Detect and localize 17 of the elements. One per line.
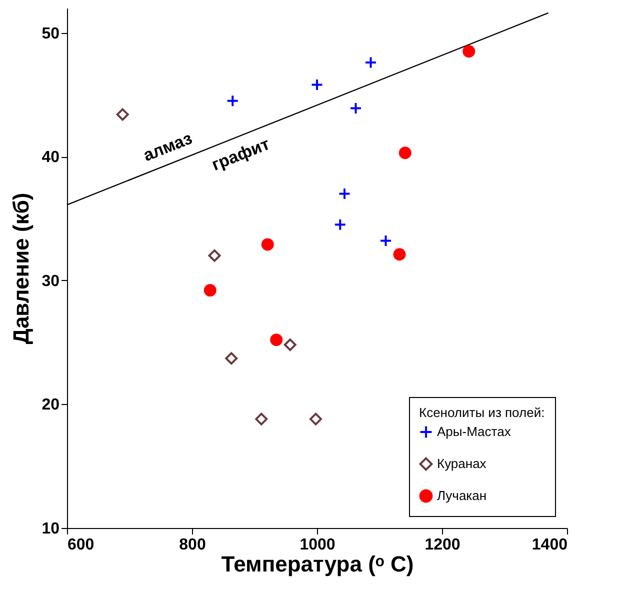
- legend-label: Куранах: [437, 456, 487, 471]
- y-tick-label: 40: [42, 149, 60, 166]
- y-tick-label: 10: [42, 520, 60, 538]
- x-axis-title: Температура (ᵒ C): [221, 552, 414, 576]
- annotation: алмаз: [140, 128, 195, 166]
- y-tick-label: 20: [42, 396, 60, 414]
- legend-label: Ары-Мастах: [437, 424, 512, 439]
- y-tick-label: 50: [42, 25, 60, 42]
- x-tick-label: 1000: [300, 536, 336, 554]
- legend-label: Лучакан: [437, 488, 487, 503]
- x-tick-label: 600: [68, 536, 94, 554]
- y-tick-label: 30: [42, 272, 60, 290]
- legend-title: Ксенолиты из полей:: [419, 405, 545, 420]
- x-tick-label: 1400: [532, 536, 568, 554]
- x-tick-label: 1200: [424, 536, 460, 554]
- y-axis-title: Давление (кб): [8, 192, 34, 344]
- x-tick-label: 800: [179, 536, 206, 554]
